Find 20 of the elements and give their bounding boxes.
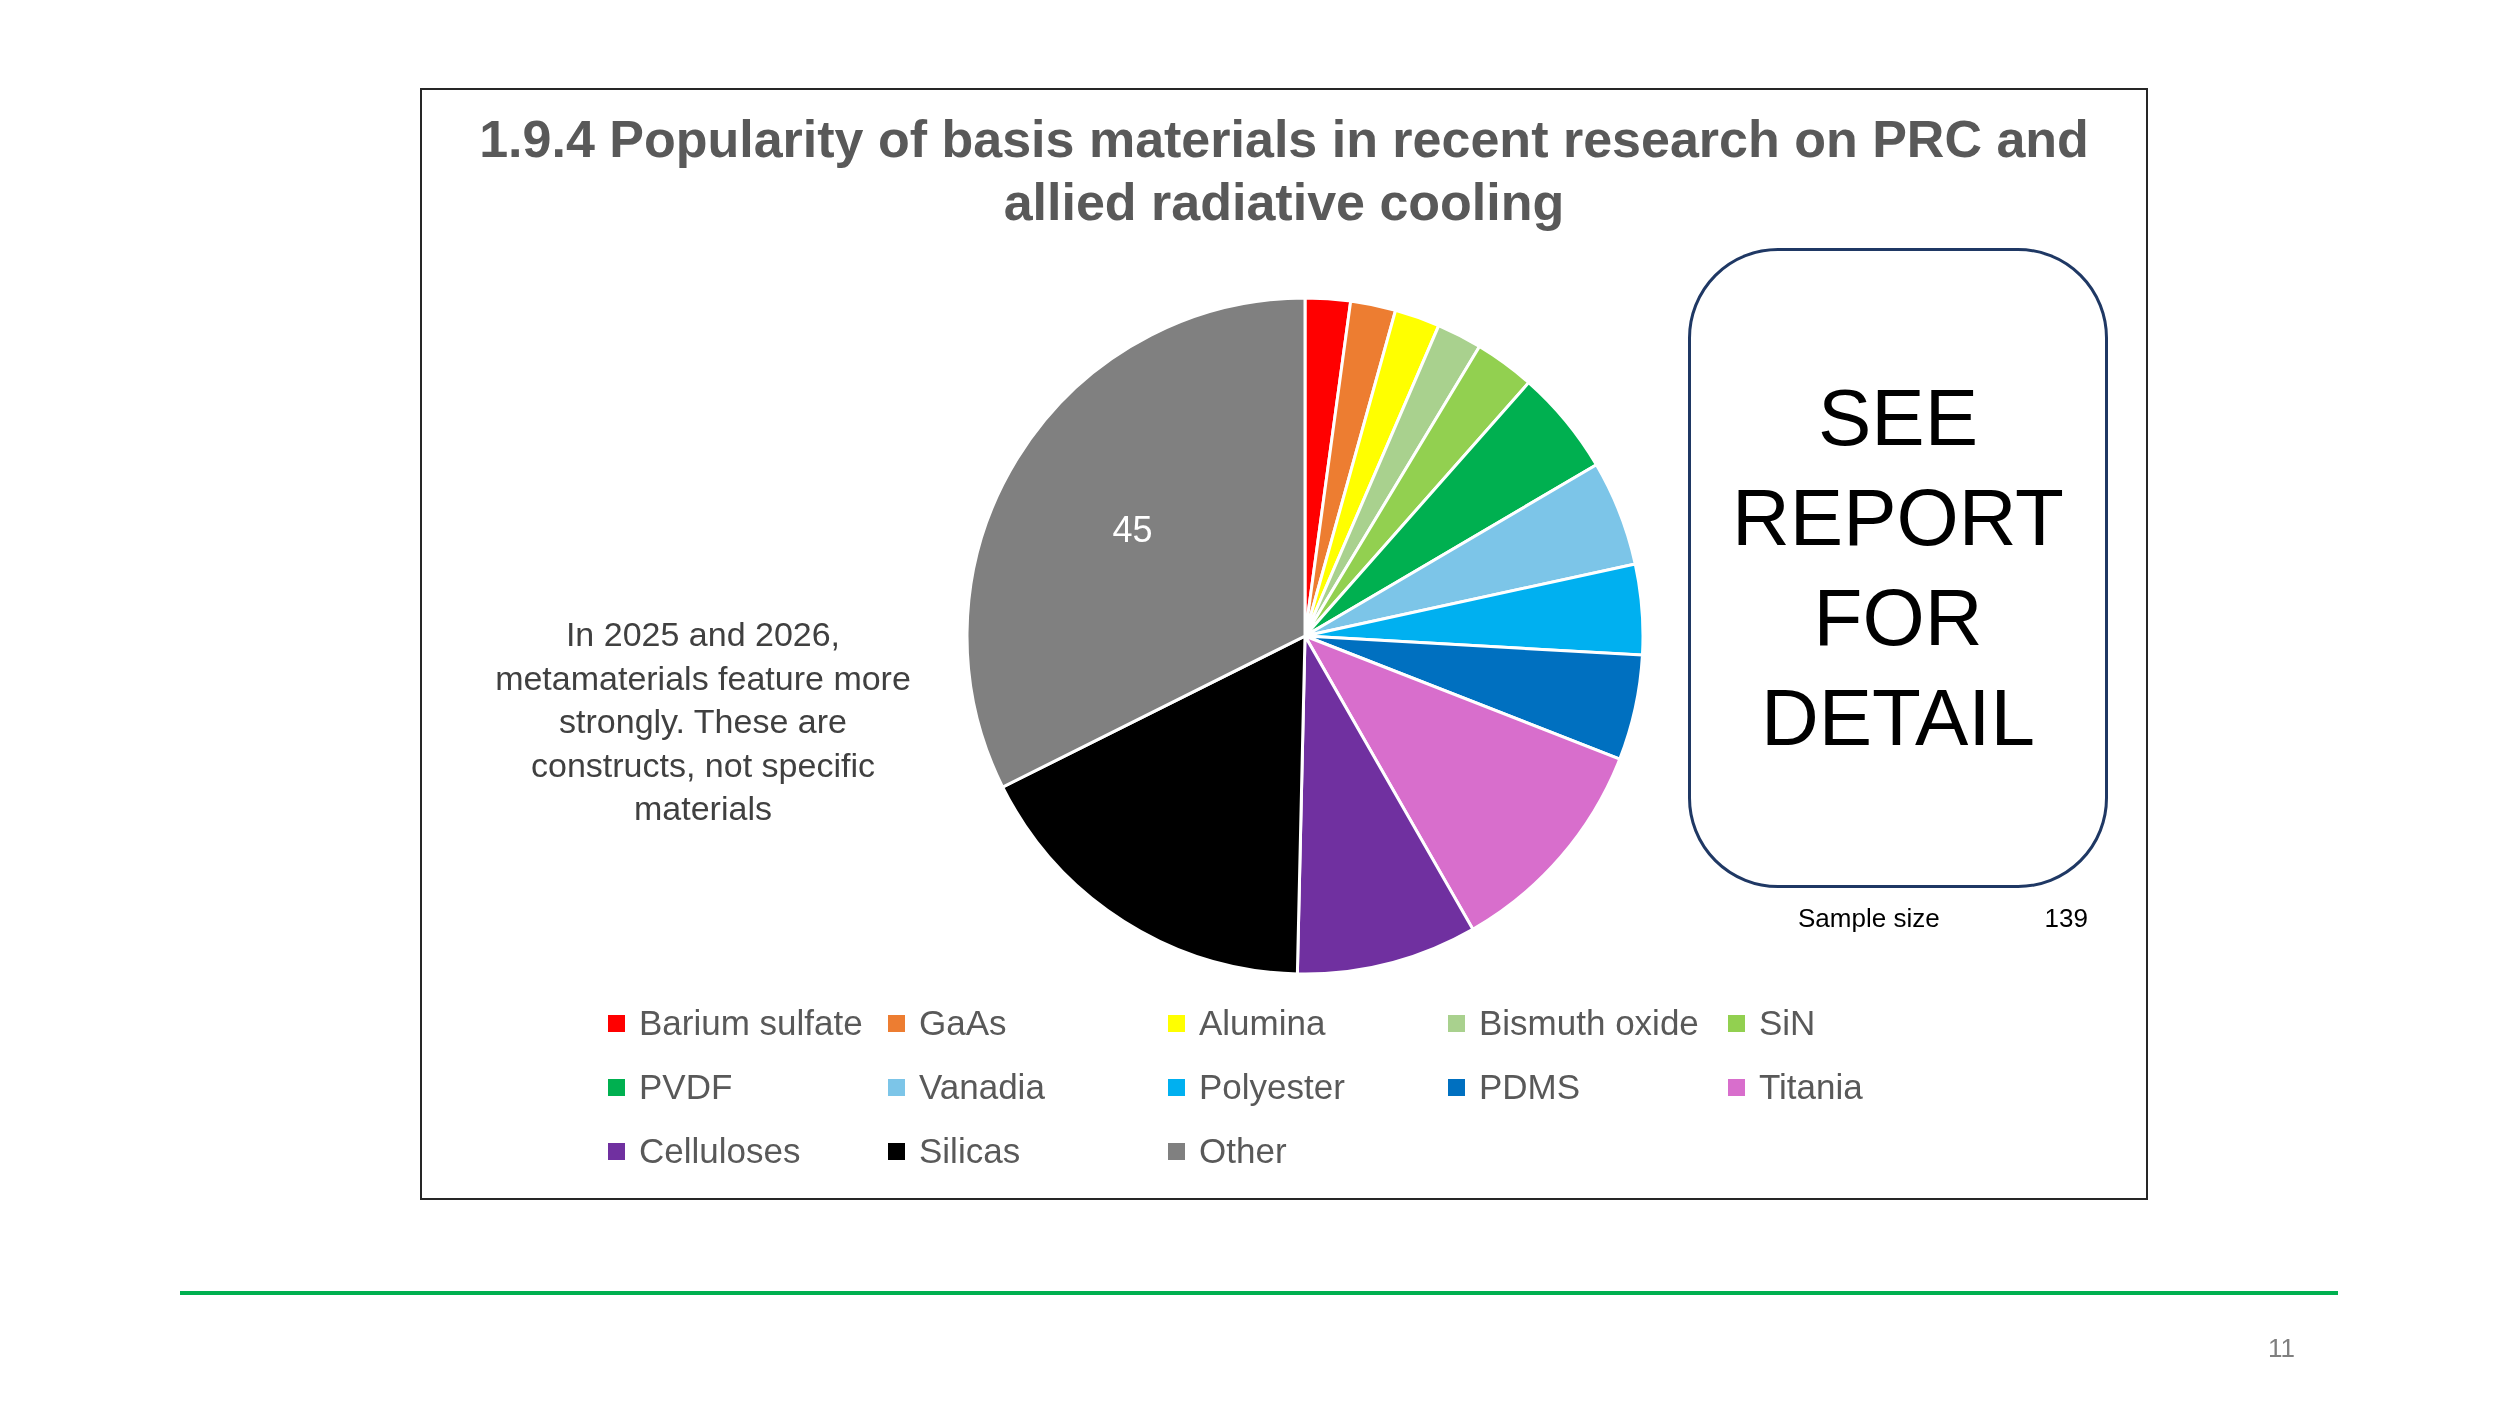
legend-label: PVDF <box>639 1067 733 1107</box>
data-label: 45 <box>1112 508 1153 550</box>
legend-label: Celluloses <box>639 1131 801 1171</box>
text: SEE REPORT FOR DETAIL <box>1688 248 2108 888</box>
legend-label: Titania <box>1759 1067 1863 1107</box>
legend-label: PDMS <box>1479 1067 1581 1107</box>
text: 139 <box>2043 903 2088 934</box>
legend-label: GaAs <box>919 1003 1007 1043</box>
legend-label: SiN <box>1759 1003 1816 1043</box>
text: In 2025 and 2026, metamaterials feature more strongly. These are constructs, not specific materials <box>494 614 912 830</box>
legend-label: Barium sulfate <box>639 1003 863 1043</box>
chart-title: 1.9.4 Popularity of basis materials in recent research on PRC and allied radiative cooling <box>478 109 2090 234</box>
legend-label: Polyester <box>1199 1067 1345 1107</box>
legend-label: Vanadia <box>919 1067 1045 1107</box>
legend-label: Other <box>1199 1131 1287 1171</box>
legend-label: Silicas <box>919 1131 1021 1171</box>
legend-label: Bismuth oxide <box>1479 1003 1699 1043</box>
text: Sample size <box>1798 903 1940 934</box>
text: 11 <box>2268 1333 2295 1364</box>
legend-label: Alumina <box>1199 1003 1326 1043</box>
